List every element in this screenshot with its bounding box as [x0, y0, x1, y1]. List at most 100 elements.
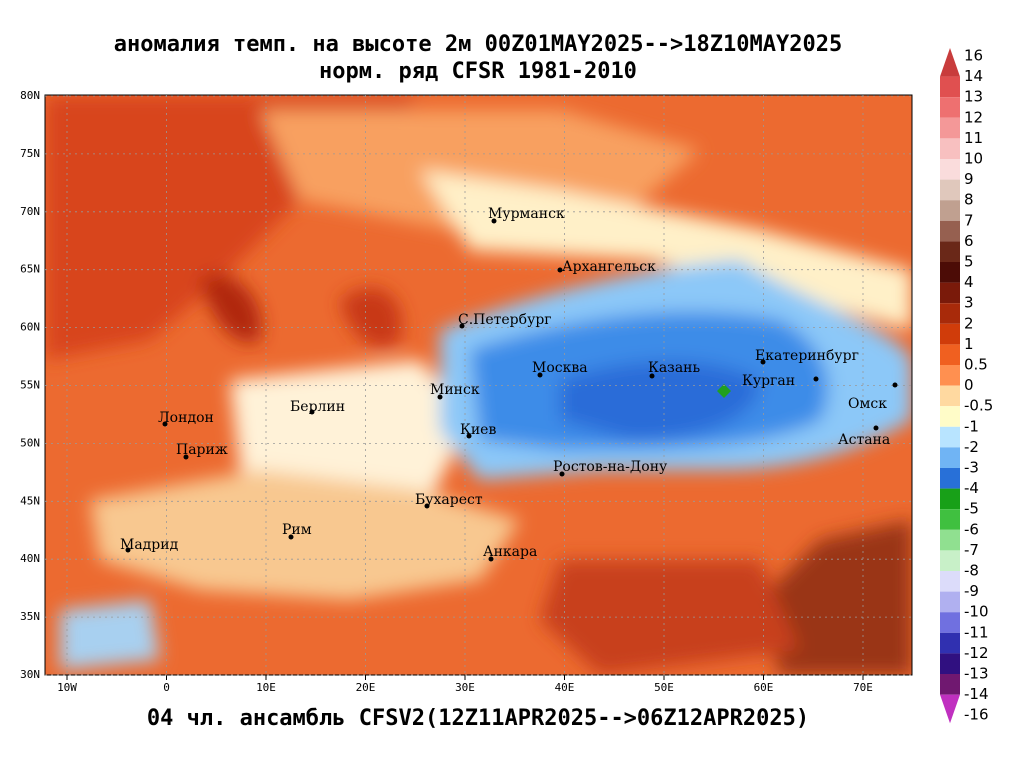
- city-dot: [488, 556, 494, 562]
- lon-tick-label: 50E: [654, 681, 674, 694]
- colorbar-end: [940, 694, 960, 724]
- colorbar-box: [940, 406, 960, 427]
- city-label: Лондон: [158, 410, 214, 426]
- colorbar-label: 8: [964, 191, 974, 209]
- city-label: Мурманск: [488, 206, 565, 222]
- title: аномалия темп. на высоте 2м 00Z01MAY2025…: [114, 32, 842, 57]
- city-dot: [288, 534, 294, 540]
- colorbar-label: -0.5: [964, 397, 993, 415]
- colorbar-box: [940, 447, 960, 468]
- city-label: Париж: [176, 442, 228, 458]
- city-label: Рим: [282, 522, 312, 538]
- colorbar-label: 5: [964, 253, 974, 271]
- colorbar-box: [940, 632, 960, 654]
- city-label: Минск: [430, 382, 480, 398]
- colorbar-label: -11: [964, 623, 989, 641]
- colorbar-box: [940, 159, 960, 180]
- colorbar-label: 0: [964, 376, 974, 394]
- lat-tick-label: 60N: [20, 321, 40, 334]
- city-dot: [813, 376, 819, 382]
- colorbar-box: [940, 426, 960, 448]
- colorbar-label: -8: [964, 562, 979, 580]
- colorbar-box: [940, 509, 960, 530]
- colorbar-box: [940, 220, 960, 242]
- colorbar-label: -2: [964, 438, 979, 456]
- colorbar-label: 10: [964, 150, 983, 168]
- colorbar-label: -5: [964, 500, 979, 518]
- city-label: Курган: [742, 373, 795, 389]
- city-dot: [162, 421, 168, 427]
- city-dot: [760, 359, 766, 365]
- lon-tick-label: 40E: [555, 681, 575, 694]
- colorbar-label: 16: [964, 47, 983, 65]
- city-dot: [459, 323, 465, 329]
- city-label: Омск: [848, 396, 887, 412]
- city-dot: [873, 425, 879, 431]
- city-label: Астана: [838, 432, 890, 448]
- colorbar-end: [940, 48, 960, 77]
- colorbar-label: -14: [964, 685, 989, 703]
- lat-tick-label: 65N: [20, 263, 40, 276]
- city-label: Москва: [532, 360, 588, 376]
- colorbar-box: [940, 571, 960, 592]
- subtitle: норм. ряд CFSR 1981-2010: [319, 59, 637, 84]
- city-dot: [309, 409, 315, 415]
- colorbar-box: [940, 97, 960, 118]
- lat-tick-label: 75N: [20, 147, 40, 160]
- lon-tick-label: 30E: [455, 681, 475, 694]
- colorbar-label: 3: [964, 294, 974, 312]
- colorbar-label: 14: [964, 67, 983, 85]
- colorbar-box: [940, 529, 960, 551]
- city-label: Архангельск: [562, 259, 656, 275]
- colorbar-box: [940, 674, 960, 695]
- colorbar-label: -12: [964, 644, 989, 662]
- lat-tick-label: 55N: [20, 379, 40, 392]
- colorbar-box: [940, 591, 960, 613]
- city-dot: [437, 394, 443, 400]
- colorbar-label: 9: [964, 170, 974, 188]
- marker: [717, 384, 731, 398]
- lat-tick-label: 70N: [20, 205, 40, 218]
- lat-tick-label: 40N: [20, 552, 40, 565]
- colorbar-label: 6: [964, 232, 974, 250]
- colorbar-label: 11: [964, 129, 983, 147]
- colorbar-box: [940, 365, 960, 386]
- city-dot: [649, 373, 655, 379]
- city-dot: [125, 547, 131, 553]
- city-dot: [491, 218, 497, 224]
- colorbar-box: [940, 117, 960, 139]
- colorbar-label: -7: [964, 541, 979, 559]
- city-dot: [892, 382, 898, 388]
- colorbar-label: 13: [964, 88, 983, 106]
- colorbar-label: 7: [964, 211, 974, 229]
- city-label: Киев: [460, 422, 496, 438]
- colorbar-label: -1: [964, 417, 979, 435]
- colorbar-box: [940, 241, 960, 262]
- colorbar-label: 12: [964, 108, 983, 126]
- lat-tick-label: 35N: [20, 610, 40, 623]
- city-label: Казань: [648, 360, 700, 376]
- colorbar-box: [940, 262, 960, 283]
- colorbar-label: -6: [964, 520, 979, 538]
- colorbar-box: [940, 550, 960, 571]
- anomaly-field: [45, 95, 912, 675]
- colorbar-box: [940, 303, 960, 324]
- colorbar-label: 2: [964, 314, 974, 332]
- lon-tick-label: 20E: [356, 681, 376, 694]
- city-dot: [424, 503, 430, 509]
- city-label: Мадрид: [120, 537, 179, 553]
- colorbar-box: [940, 385, 960, 407]
- lon-tick-label: 10W: [57, 681, 77, 694]
- colorbar-box: [940, 612, 960, 633]
- colorbar-box: [940, 200, 960, 221]
- colorbar-label: 4: [964, 273, 974, 291]
- city-label: Екатеринбург: [755, 348, 859, 364]
- colorbar-label: -16: [964, 706, 989, 724]
- city-label: Бухарест: [415, 492, 483, 508]
- lon-tick-label: 10E: [256, 681, 276, 694]
- lon-tick-label: 60E: [754, 681, 774, 694]
- colorbar-box: [940, 76, 960, 98]
- city-dot: [559, 471, 565, 477]
- colorbar-label: -3: [964, 459, 979, 477]
- colorbar-label: -13: [964, 665, 989, 683]
